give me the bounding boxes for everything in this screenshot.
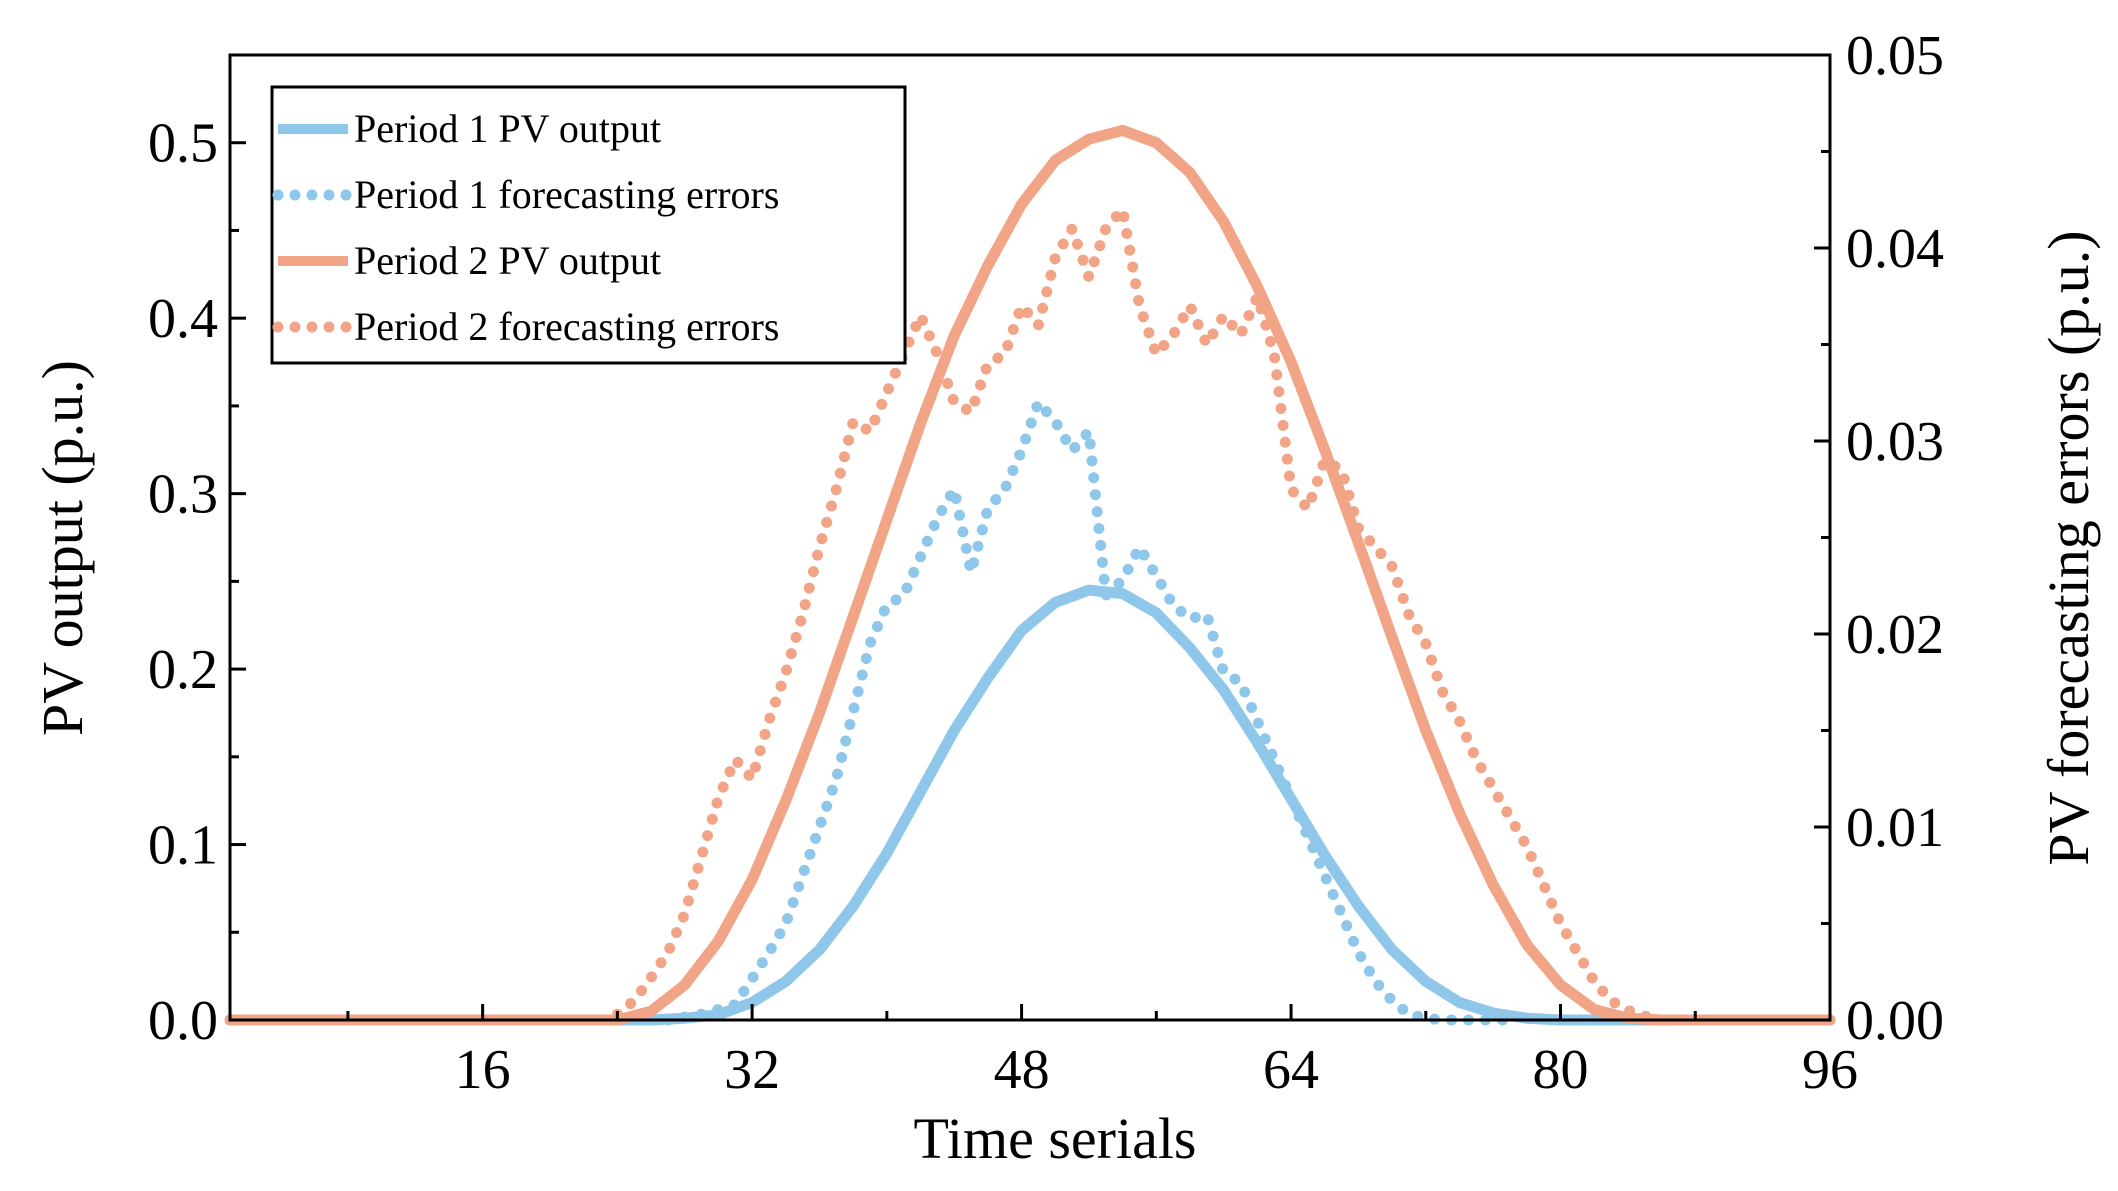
legend-label-period1-errors: Period 1 forecasting errors <box>354 172 779 217</box>
ticks-layer: 16 32 48 64 80 96 0.0 0.1 0.2 0.3 0.4 0.5 0.00 0.01 0.… <box>148 25 1944 1101</box>
y-axis-title-right: PV forecasting errors (p.u.) <box>2036 230 2101 865</box>
legend-label-period1-output: Period 1 PV output <box>354 106 661 151</box>
legend-label-period2-errors: Period 2 forecasting errors <box>354 304 779 349</box>
x-tick-label: 96 <box>1802 1039 1858 1101</box>
y-left-tick-label: 0.3 <box>148 464 218 526</box>
y-right-tick-label: 0.05 <box>1846 25 1944 87</box>
x-tick-label: 16 <box>455 1039 511 1101</box>
series-line-2 <box>662 396 1516 1026</box>
y-left-tick-label: 0.0 <box>148 990 218 1052</box>
x-tick-label: 32 <box>724 1039 780 1101</box>
series-line-4 <box>611 203 1684 1026</box>
y-right-tick-label: 0.01 <box>1846 797 1944 859</box>
y-right-tick-label: 0.02 <box>1846 604 1944 666</box>
legend-box <box>270 85 907 365</box>
y-right-tick-label: 0.04 <box>1846 218 1944 280</box>
y-left-tick-label: 0.5 <box>148 113 218 175</box>
legend-label-period2-output: Period 2 PV output <box>354 238 661 283</box>
y-right-tick-label: 0.00 <box>1846 990 1944 1052</box>
y-left-tick-label: 0.2 <box>148 639 218 701</box>
series-layer <box>224 124 1836 1026</box>
series-line-1 <box>224 584 1836 1026</box>
x-tick-label: 48 <box>994 1039 1050 1101</box>
y-left-tick-label: 0.4 <box>148 288 218 350</box>
y-right-tick-label: 0.03 <box>1846 411 1944 473</box>
x-tick-label: 64 <box>1263 1039 1319 1101</box>
y-left-tick-label: 0.1 <box>148 815 218 877</box>
x-axis-title: Time serials <box>913 1106 1196 1171</box>
series-line-3 <box>224 124 1836 1026</box>
legend: Period 1 PV output Period 1 forecasting … <box>270 85 907 365</box>
x-tick-label: 80 <box>1533 1039 1589 1101</box>
y-axis-title-left: PV output (p.u.) <box>30 360 95 736</box>
